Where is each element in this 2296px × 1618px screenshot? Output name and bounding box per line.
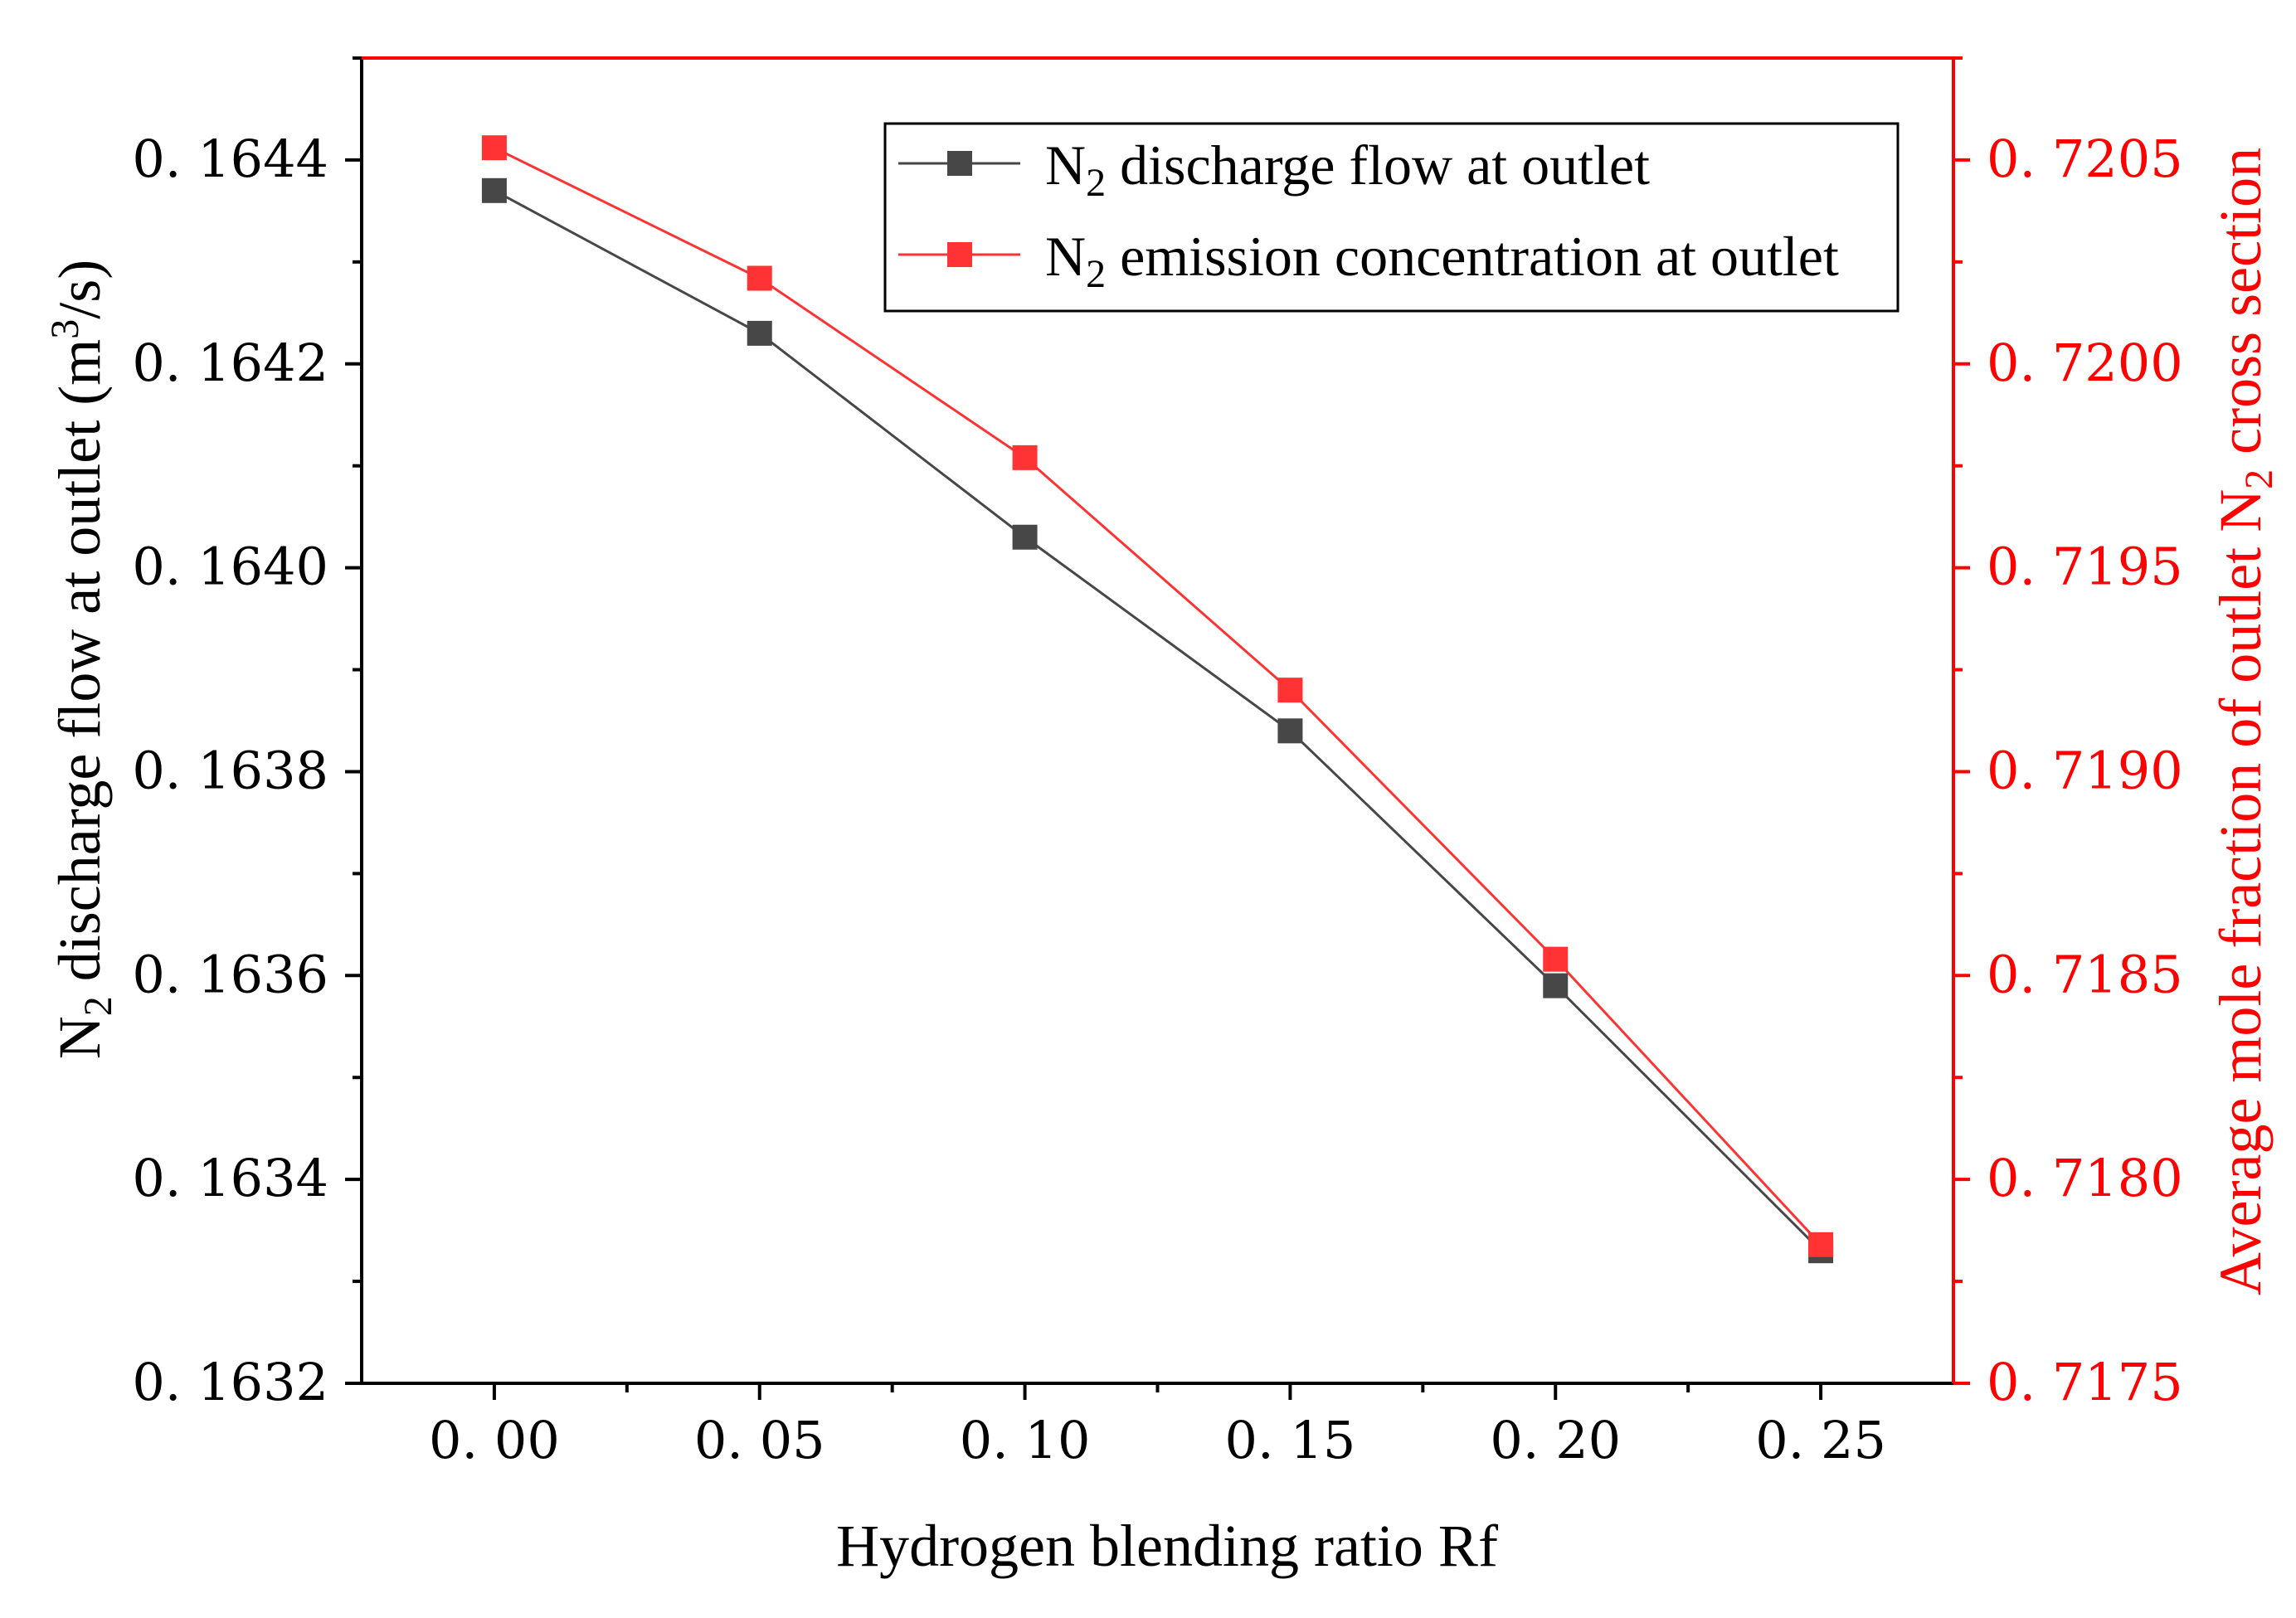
x-axis-title: Hydrogen blending ratio Rf bbox=[836, 1513, 1498, 1579]
data-point-series1 bbox=[1543, 973, 1569, 998]
y-right-tick-label: 0. 7205 bbox=[1987, 129, 2183, 189]
x-tick-label: 0. 15 bbox=[1225, 1410, 1356, 1470]
data-point-series1 bbox=[747, 320, 772, 346]
data-point-series2 bbox=[1012, 445, 1038, 470]
data-point-series2 bbox=[1277, 678, 1303, 703]
data-point-series2 bbox=[1543, 946, 1569, 972]
plot-area: 0. 00 0. 05 0. 10 0. 15 0. 20 0. 25 0. 1632 0. … bbox=[132, 56, 2183, 1470]
x-tick-label: 0. 10 bbox=[960, 1410, 1091, 1470]
y-right-tick-label: 0. 7190 bbox=[1987, 740, 2183, 800]
x-tick-label: 0. 00 bbox=[429, 1410, 560, 1470]
data-point-series2 bbox=[481, 135, 507, 161]
data-point-series2 bbox=[747, 265, 772, 291]
x-tick-label: 0. 05 bbox=[694, 1410, 825, 1470]
data-point-series1 bbox=[1277, 718, 1303, 744]
legend-label-series2: N2 emission concentration at outlet bbox=[1045, 225, 1839, 296]
y-right-tick-label: 0. 7175 bbox=[1987, 1352, 2183, 1412]
legend-marker-series1 bbox=[947, 151, 972, 176]
y-right-tick-label: 0. 7195 bbox=[1987, 537, 2183, 597]
data-point-series1 bbox=[481, 177, 507, 203]
y-right-tick-label: 0. 7180 bbox=[1987, 1148, 2183, 1208]
series-line-2 bbox=[494, 146, 1822, 1246]
y-left-tick-label: 0. 1640 bbox=[132, 537, 328, 597]
y-left-tick-label: 0. 1638 bbox=[132, 740, 328, 800]
y-axis-right-title: Average mole fraction of outlet N2 cross… bbox=[2207, 148, 2281, 1295]
data-point-series1 bbox=[1012, 524, 1038, 550]
y-axis-left-title: N2 discharge flow at outlet (m3/s) bbox=[43, 260, 120, 1059]
y-left-tick-label: 0. 1632 bbox=[132, 1352, 328, 1412]
data-point-series2 bbox=[1808, 1232, 1834, 1257]
y-right-tick-label: 0. 7200 bbox=[1987, 333, 2183, 393]
y-left-tick-label: 0. 1634 bbox=[132, 1148, 328, 1208]
y-left-tick-label: 0. 1642 bbox=[132, 333, 328, 393]
legend-label-series1: N2 discharge flow at outlet bbox=[1045, 134, 1650, 205]
y-left-tick-label: 0. 1644 bbox=[132, 129, 328, 189]
x-tick-label: 0. 20 bbox=[1490, 1410, 1621, 1470]
series-line-1 bbox=[494, 189, 1822, 1252]
legend: N2 discharge flow at outlet N2 emission … bbox=[883, 122, 1900, 313]
legend-marker-series2 bbox=[947, 242, 972, 267]
y-right-tick-label: 0. 7185 bbox=[1987, 944, 2183, 1004]
legend-box bbox=[883, 122, 1900, 313]
x-tick-label: 0. 25 bbox=[1755, 1410, 1886, 1470]
y-left-tick-label: 0. 1636 bbox=[132, 944, 328, 1004]
